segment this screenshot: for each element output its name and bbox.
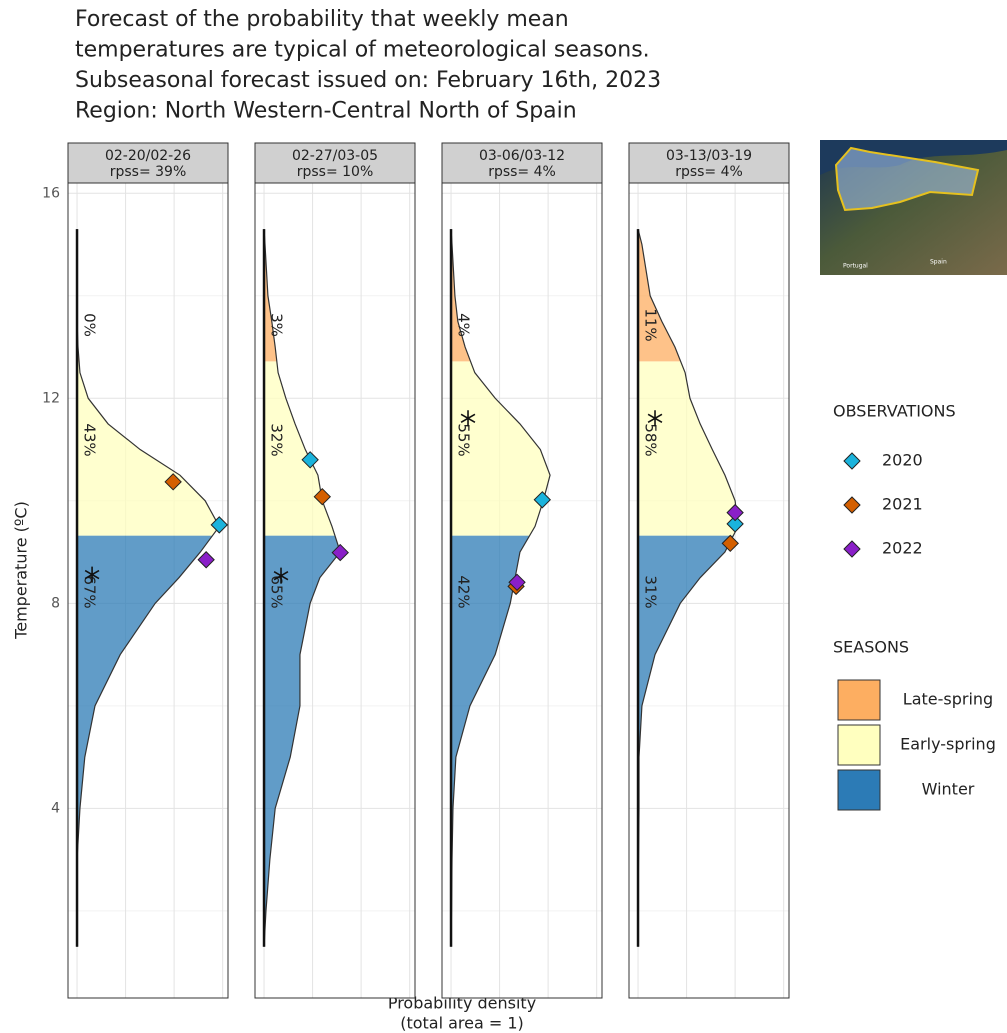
x-axis-label: (total area = 1) [400,1014,524,1033]
season-probability: 65% [268,575,286,608]
season-probability: 4% [455,313,473,337]
strip-rpss: rpss= 4% [675,164,743,180]
season-probability: 55% [455,423,473,456]
legend-label: 2021 [882,495,923,514]
legend-swatch [838,725,880,765]
legend-label: Late-spring [903,690,993,709]
map-inset: Portugal Spain [820,140,1007,275]
map-label: Spain [930,259,947,266]
legend-title: SEASONS [833,638,909,657]
season-probability: 11% [642,308,660,341]
season-probability: 32% [268,423,286,456]
strip-rpss: rpss= 39% [110,164,187,180]
legend-title: OBSERVATIONS [833,402,956,421]
chart-title: temperatures are typical of meteorologic… [75,38,650,63]
legend-swatch [838,680,880,720]
season-probability: 31% [642,575,660,608]
season-probability: 58% [642,423,660,456]
legend-label: Early-spring [900,735,996,754]
y-tick-label: 16 [42,185,60,201]
map-label: Portugal [843,263,868,270]
legend-marker [844,497,860,513]
season-probability: 0% [81,313,99,337]
y-tick-label: 8 [51,595,60,611]
legend-swatch [838,770,880,810]
y-tick-label: 12 [42,390,60,406]
chart-title: Subseasonal forecast issued on: February… [75,68,661,93]
strip-rpss: rpss= 4% [488,164,556,180]
legend-marker [844,541,860,557]
chart-title: Forecast of the probability that weekly … [75,7,569,32]
y-axis-label: Temperature (ºC) [12,501,31,640]
season-probability: 67% [81,575,99,608]
strip-rpss: rpss= 10% [297,164,374,180]
strip-title: 03-06/03-12 [479,148,565,164]
legend-marker [844,453,860,469]
season-probability: 3% [268,313,286,337]
chart: Portugal Spain Temperature (ºC) Probabil… [0,0,1007,1033]
legend-label: 2022 [882,539,923,558]
season-probability: 42% [455,575,473,608]
legend-label: Winter [922,780,975,799]
legend-label: 2020 [882,451,923,470]
strip-title: 02-20/02-26 [105,148,191,164]
season-probability: 43% [81,423,99,456]
y-tick-label: 4 [51,800,60,816]
strip-title: 03-13/03-19 [666,148,752,164]
chart-title: Region: North Western-Central North of S… [75,99,577,124]
strip-title: 02-27/03-05 [292,148,378,164]
